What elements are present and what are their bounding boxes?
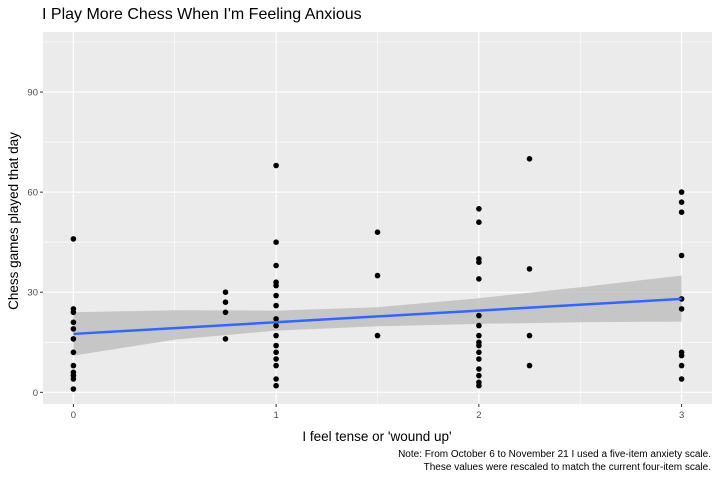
data-point (273, 362, 279, 369)
data-point (476, 332, 482, 339)
x-tick-label: 1 (273, 410, 278, 421)
data-point (273, 316, 279, 322)
data-point (273, 342, 279, 349)
data-point (678, 252, 685, 259)
x-tick-label: 0 (71, 410, 76, 421)
data-point (273, 302, 279, 309)
y-axis-label: Chess games played that day (6, 132, 21, 310)
data-points (70, 156, 685, 392)
data-point (273, 239, 279, 245)
data-point (70, 386, 77, 392)
data-point (273, 382, 279, 389)
data-point (476, 366, 482, 372)
data-point (273, 282, 279, 289)
data-point (374, 332, 381, 339)
caption-line-1: Note: From October 6 to November 21 I us… (398, 449, 711, 460)
x-axis-label: I feel tense or 'wound up' (302, 429, 451, 444)
data-point (374, 229, 381, 235)
x-tick-label: 3 (679, 410, 684, 421)
data-point (273, 349, 279, 356)
y-tick-label: 0 (33, 388, 38, 399)
data-point (222, 299, 229, 306)
data-point (70, 362, 77, 369)
data-point (374, 272, 381, 279)
data-point (273, 322, 279, 329)
data-point (273, 162, 279, 169)
data-point (678, 296, 685, 302)
data-point (273, 332, 279, 339)
y-tick-label: 90 (27, 88, 38, 99)
data-point (476, 382, 482, 389)
data-point (273, 376, 279, 382)
data-point (476, 276, 482, 282)
data-point (678, 189, 685, 195)
data-point (678, 376, 685, 382)
data-point (222, 336, 229, 342)
y-tick-label: 30 (27, 288, 38, 299)
data-point (526, 266, 533, 272)
data-point (222, 309, 229, 316)
data-point (70, 336, 77, 342)
data-point (526, 332, 533, 339)
data-point (476, 342, 482, 349)
data-point (476, 206, 482, 212)
data-point (273, 356, 279, 362)
data-point (678, 352, 685, 359)
data-point (476, 322, 482, 329)
data-point (222, 289, 229, 296)
data-point (678, 209, 685, 215)
data-point (678, 362, 685, 369)
y-axis-ticks: 0 30 60 90 (27, 88, 43, 399)
trend-line (73, 297, 682, 336)
data-point (476, 259, 482, 266)
data-point (526, 156, 533, 162)
data-point (476, 349, 482, 356)
data-point (273, 262, 279, 269)
data-point (476, 219, 482, 225)
x-axis-ticks: 0 1 2 3 (71, 404, 684, 421)
data-point (476, 356, 482, 362)
data-point (678, 306, 685, 312)
data-point (70, 319, 77, 326)
caption-line-2: These values were rescaled to match the … (424, 462, 711, 473)
data-point (70, 236, 77, 242)
data-point (70, 326, 77, 332)
data-point (526, 362, 533, 369)
data-point (70, 349, 77, 356)
data-point (476, 372, 482, 379)
y-tick-label: 60 (27, 188, 38, 199)
chart-title: I Play More Chess When I'm Feeling Anxio… (42, 6, 362, 23)
data-point (678, 199, 685, 205)
data-point (70, 309, 77, 316)
data-point (70, 376, 77, 382)
data-point (273, 292, 279, 299)
data-point (476, 312, 482, 319)
x-tick-label: 2 (476, 410, 481, 421)
